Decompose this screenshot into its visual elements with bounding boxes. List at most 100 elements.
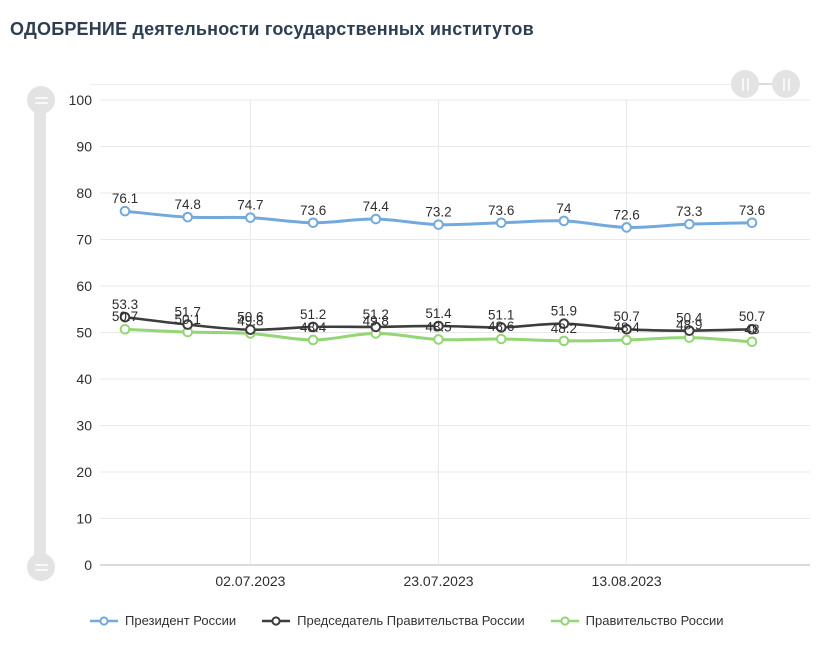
data-point-marker[interactable]: [307, 217, 319, 229]
data-point-label: 49.8: [363, 313, 389, 328]
data-point-marker[interactable]: [119, 205, 131, 217]
vertical-scrollbar-grip-top[interactable]: [27, 86, 55, 114]
data-point-label: 48.2: [551, 321, 577, 336]
data-point-label: 50.7: [613, 309, 639, 324]
x-tick-label: 02.07.2023: [215, 573, 285, 589]
grip-lines-horizontal-icon: [34, 568, 48, 571]
data-point-marker[interactable]: [182, 211, 193, 223]
grip-lines-vertical-icon: [746, 77, 749, 91]
data-point-marker[interactable]: [119, 311, 131, 323]
grip-lines-vertical-icon: [741, 77, 744, 91]
data-point-label: 50.1: [175, 312, 201, 327]
data-point-marker[interactable]: [746, 217, 758, 229]
data-point-marker[interactable]: [119, 323, 131, 335]
data-point-marker[interactable]: [307, 321, 319, 333]
y-tick-label: 20: [76, 464, 92, 480]
y-tick-label: 10: [76, 511, 92, 527]
page-title: ОДОБРЕНИЕ деятельности государственных и…: [10, 19, 534, 39]
data-point-label: 50.7: [739, 309, 765, 324]
data-point-label: 74.4: [363, 199, 390, 214]
y-tick-label: 0: [84, 557, 92, 573]
data-point-marker[interactable]: [558, 335, 570, 347]
data-point-label: 48.5: [425, 319, 451, 334]
grip-lines-vertical-icon: [787, 77, 790, 91]
data-point-label: 51.9: [551, 304, 577, 319]
legend-marker-icon: [90, 615, 118, 626]
data-point-marker[interactable]: [495, 322, 507, 333]
x-tick-label: 23.07.2023: [403, 573, 473, 589]
data-point-marker[interactable]: [245, 212, 256, 223]
data-point-label: 74.7: [237, 198, 263, 213]
data-point-label: 51.7: [175, 305, 201, 320]
data-point-label: 48.9: [676, 318, 702, 333]
data-point-label: 73.3: [676, 204, 702, 219]
data-point-marker[interactable]: [684, 325, 695, 336]
grip-lines-horizontal-icon: [34, 101, 48, 104]
data-point-marker[interactable]: [182, 319, 193, 330]
legend-item-0[interactable]: Президент России: [90, 613, 236, 628]
data-point-marker[interactable]: [746, 336, 758, 348]
data-point-marker[interactable]: [684, 218, 695, 230]
data-point-label: 49.8: [237, 313, 263, 328]
legend-item-1[interactable]: Председатель Правительства России: [262, 613, 525, 628]
data-point-marker[interactable]: [370, 213, 382, 225]
horizontal-scrollbar-thumb[interactable]: [745, 83, 787, 85]
data-point-marker[interactable]: [621, 222, 632, 233]
y-tick-label: 90: [76, 139, 92, 155]
data-point-label: 50.6: [237, 310, 263, 325]
data-point-label: 72.6: [613, 207, 639, 222]
data-point-label: 51.2: [300, 307, 326, 322]
data-point-label: 76.1: [112, 191, 138, 206]
data-point-marker[interactable]: [433, 334, 444, 345]
vertical-scrollbar-track[interactable]: [34, 98, 46, 568]
data-point-marker[interactable]: [433, 219, 444, 230]
y-tick-label: 30: [76, 418, 92, 434]
y-tick-label: 80: [76, 185, 92, 201]
data-point-marker[interactable]: [621, 323, 632, 335]
x-tick-label: 13.08.2023: [592, 573, 662, 589]
data-point-marker[interactable]: [245, 324, 256, 336]
grip-lines-vertical-icon: [782, 77, 785, 91]
legend-item-2[interactable]: Правительство России: [550, 613, 724, 628]
data-point-label: 48.4: [300, 320, 327, 335]
data-point-marker[interactable]: [621, 334, 632, 346]
data-point-label: 74: [556, 201, 572, 216]
data-point-marker[interactable]: [307, 334, 319, 346]
data-point-label: 48.6: [488, 319, 514, 334]
data-point-label: 74.8: [175, 197, 201, 212]
legend-marker-icon: [262, 615, 291, 626]
chart-legend: Президент России Председатель Правительст…: [90, 613, 724, 628]
y-tick-label: 100: [69, 92, 93, 108]
grip-lines-horizontal-icon: [34, 96, 48, 99]
horizontal-scrollbar-grip-left[interactable]: [731, 70, 759, 98]
horizontal-scrollbar-grip-right[interactable]: [772, 70, 800, 98]
y-tick-label: 50: [76, 325, 92, 341]
vertical-scrollbar-grip-bottom[interactable]: [27, 553, 55, 581]
legend-label: Председатель Правительства России: [297, 613, 525, 628]
data-point-label: 51.4: [425, 306, 452, 321]
data-point-label: 53.3: [112, 297, 138, 312]
data-point-label: 73.6: [739, 203, 765, 218]
y-tick-label: 70: [76, 232, 92, 248]
y-tick-label: 60: [76, 278, 92, 294]
data-point-marker[interactable]: [495, 217, 507, 229]
data-point-label: 51.1: [488, 307, 514, 322]
data-point-label: 73.6: [488, 203, 514, 218]
data-point-marker[interactable]: [746, 323, 758, 335]
y-tick-label: 40: [76, 371, 92, 387]
data-point-label: 73.2: [425, 205, 451, 220]
legend-label: Правительство России: [585, 613, 724, 628]
data-point-marker[interactable]: [370, 321, 382, 333]
data-point-marker[interactable]: [433, 320, 444, 332]
data-point-label: 48.4: [613, 320, 640, 335]
data-point-marker[interactable]: [495, 333, 507, 345]
data-point-label: 50.4: [676, 311, 703, 326]
data-point-marker[interactable]: [558, 318, 570, 329]
data-point-marker[interactable]: [558, 215, 570, 227]
data-point-label: 51.2: [363, 307, 389, 322]
data-point-label: 50.7: [112, 309, 138, 324]
grip-lines-horizontal-icon: [34, 563, 48, 566]
data-point-label: 73.6: [300, 203, 326, 218]
horizontal-scrollbar-track[interactable]: [90, 84, 792, 85]
